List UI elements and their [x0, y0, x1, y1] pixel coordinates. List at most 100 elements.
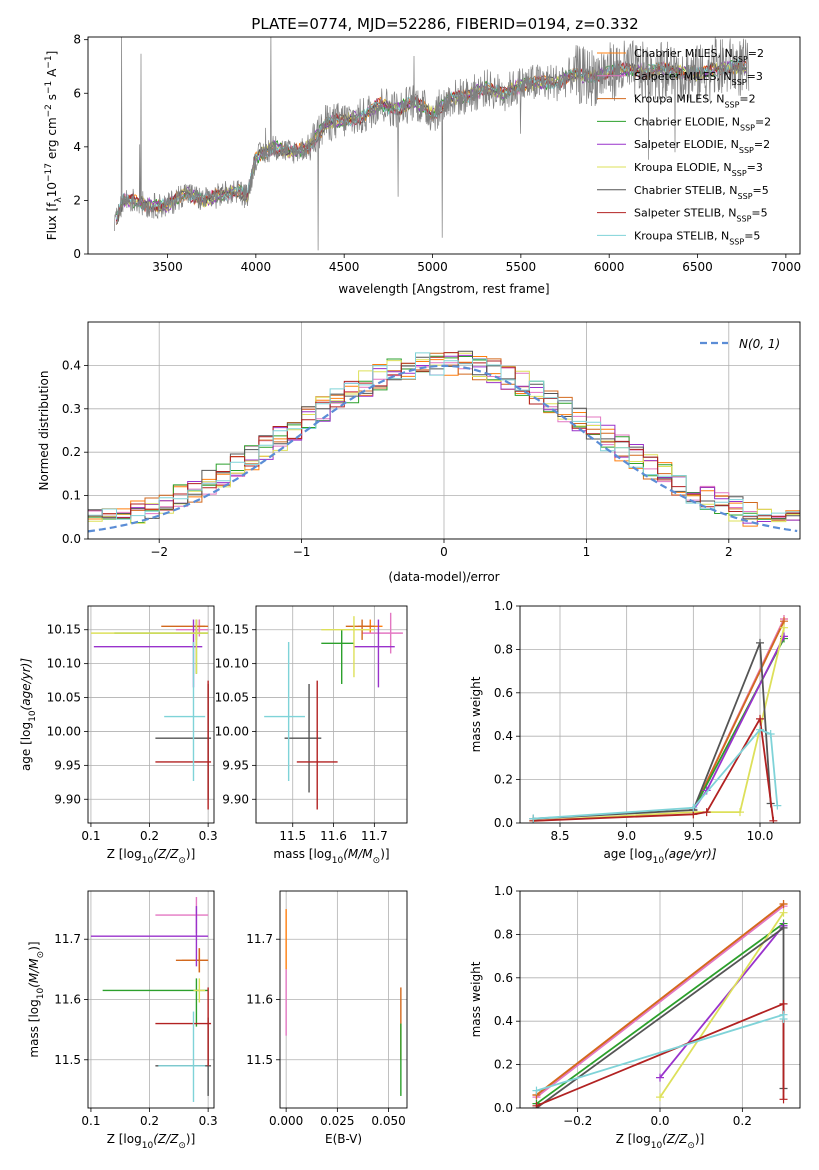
- weight-series-line: [535, 922, 785, 1105]
- weight-point-marker: [532, 1101, 541, 1108]
- x-axis-label: E(B-V): [325, 1132, 362, 1146]
- x-tick-label: 9.0: [617, 829, 636, 843]
- x-axis-label: (data-model)/error: [388, 570, 499, 584]
- x-tick-label: 6000: [594, 260, 625, 274]
- x-tick-label: 0.000: [269, 1114, 303, 1128]
- legend-entry: Salpeter MILES, NSSP=3: [634, 70, 763, 87]
- x-axis-label: age [log10(age/yr)]: [603, 847, 716, 866]
- weight-point-marker: [736, 808, 744, 817]
- y-tick-label: 6: [73, 86, 81, 100]
- weight-point-marker: [779, 1015, 788, 1024]
- weight-point-marker: [769, 816, 778, 823]
- x-tick-label: 7000: [771, 260, 802, 274]
- panel-weight_vs_Z: −0.2 0.0 0.2 0.0 0.2 0.4 0.6 0.8 1.0 mass weight Z…: [469, 884, 801, 1151]
- weight-point-marker: [779, 999, 788, 1008]
- figure-title: PLATE=0774, MJD=52286, FIBERID=0194, z=0…: [251, 15, 638, 33]
- weight-point-marker: [756, 725, 764, 734]
- x-tick-label: 1: [583, 545, 591, 559]
- plot-area: [114, 37, 750, 251]
- x-tick-label: 0.2: [140, 1114, 159, 1128]
- y-tick-label: 1.0: [494, 884, 513, 898]
- y-tick-label: 10.15: [215, 623, 249, 637]
- x-tick-label: 0.050: [371, 1114, 405, 1128]
- legend-entry: Salpeter STELIB, NSSP=5: [634, 207, 768, 224]
- x-axis-label: Z [log10(Z/Z⊙)]: [107, 847, 196, 866]
- y-tick-label: 0.3: [62, 402, 81, 416]
- y-tick-label: 9.90: [222, 792, 249, 806]
- x-tick-label: 0.3: [199, 1114, 218, 1128]
- plot-area: [88, 891, 214, 1108]
- y-tick-label: 0.2: [494, 773, 513, 787]
- weight-series-line: [533, 716, 775, 822]
- y-tick-label: 11.6: [54, 993, 81, 1007]
- y-tick-label: 10.00: [215, 724, 249, 738]
- x-tick-label: 3500: [152, 260, 183, 274]
- y-tick-label: 4: [73, 140, 81, 154]
- y-tick-label: 9.95: [222, 758, 249, 772]
- x-tick-label: 6500: [682, 260, 713, 274]
- legend-entry: Kroupa MILES, NSSP=2: [634, 93, 756, 110]
- x-tick-label: 0.2: [733, 1114, 752, 1128]
- y-tick-label: 0.4: [494, 1014, 513, 1028]
- x-axis-label: wavelength [Angstrom, rest frame]: [338, 282, 549, 296]
- x-tick-label: −1: [293, 545, 311, 559]
- plot-area: [280, 891, 407, 1108]
- axes-frame: [279, 890, 408, 1109]
- x-axis-label: Z [log10(Z/Z⊙)]: [616, 1132, 705, 1151]
- weight-point-marker: [779, 908, 788, 917]
- axes-frame: [87, 605, 215, 824]
- panel-spectrum: 3500 4000 4500 5000 5500 6000 6500 7000 0 2 4 6 8 wav…: [44, 33, 802, 296]
- axes-frame: [519, 605, 801, 824]
- y-tick-label: 0.8: [494, 642, 513, 656]
- residual-histogram: [88, 352, 800, 519]
- x-axis-label: Z [log10(Z/Z⊙)]: [107, 1132, 196, 1151]
- observed-spectrum-line: [114, 37, 750, 251]
- y-tick-label: 0.4: [62, 358, 81, 372]
- y-axis-label: mass weight: [469, 961, 483, 1037]
- x-tick-label: 0: [440, 545, 448, 559]
- weight-series-line: [533, 627, 785, 822]
- axes-frame: [87, 321, 801, 540]
- weight-series-line: [659, 925, 785, 1079]
- x-tick-label: 0.0: [650, 1114, 669, 1128]
- weight-point-marker: [656, 1093, 664, 1102]
- x-tick-label: 11.7: [361, 829, 388, 843]
- y-tick-label: 10.05: [215, 691, 249, 705]
- y-tick-label: 9.95: [54, 758, 81, 772]
- y-tick-label: 0.0: [494, 1101, 513, 1115]
- weight-series-line: [535, 905, 785, 1098]
- y-axis-label: mass [log10(M/M⊙)]: [27, 941, 46, 1057]
- panel-mass_vs_Z: 0.1 0.2 0.3 11.5 11.6 11.7 Z [log10(Z/Z⊙)] mass…: [27, 890, 218, 1151]
- x-tick-label: 11.5: [279, 829, 306, 843]
- x-tick-label: 2: [725, 545, 733, 559]
- y-axis-label: mass weight: [469, 676, 483, 752]
- y-tick-label: 11.6: [246, 993, 273, 1007]
- x-axis-label: mass [log10(M/M⊙)]: [273, 847, 389, 866]
- legend-entry: Chabrier MILES, NSSP=2: [634, 47, 764, 64]
- x-tick-label: 0.1: [81, 829, 100, 843]
- plot-area: [520, 891, 800, 1108]
- panel-residuals: −2 −1 0 1 2 0.0 0.1 0.2 0.3 0.4 (data-model)/error…: [37, 321, 801, 584]
- plot-area: [520, 606, 800, 823]
- y-tick-label: 10.10: [47, 657, 81, 671]
- weight-point-marker: [766, 730, 775, 739]
- plot-area: [88, 606, 214, 823]
- weight-point-marker: [656, 1073, 664, 1082]
- x-tick-label: 4000: [241, 260, 272, 274]
- weight-point-marker: [532, 1086, 541, 1095]
- weight-point-marker: [756, 638, 764, 647]
- y-axis-label: Flux [fλ10−17 erg cm−2 s−1 A−1]: [44, 51, 64, 241]
- y-tick-label: 0.4: [494, 729, 513, 743]
- legend-entry: Chabrier ELODIE, NSSP=2: [634, 115, 771, 131]
- panel-age_vs_mass: 11.5 11.6 11.7 9.90 9.95 10.00 10.05 10.10 10.15…: [215, 605, 408, 866]
- y-tick-label: 0.8: [494, 927, 513, 941]
- x-tick-label: 0.025: [320, 1114, 354, 1128]
- y-tick-label: 10.15: [47, 623, 81, 637]
- panel-age_vs_Z: 0.1 0.2 0.3 9.90 9.95 10.00 10.05 10.10 10.15 Z […: [19, 605, 218, 866]
- y-tick-label: 1.0: [494, 599, 513, 613]
- panel-weight_vs_age: 8.5 9.0 9.5 10.0 0.0 0.2 0.4 0.6 0.8 1.0 mass weig…: [469, 599, 801, 866]
- x-tick-label: −2: [150, 545, 168, 559]
- x-tick-label: 4500: [329, 260, 360, 274]
- axes-frame: [87, 36, 801, 255]
